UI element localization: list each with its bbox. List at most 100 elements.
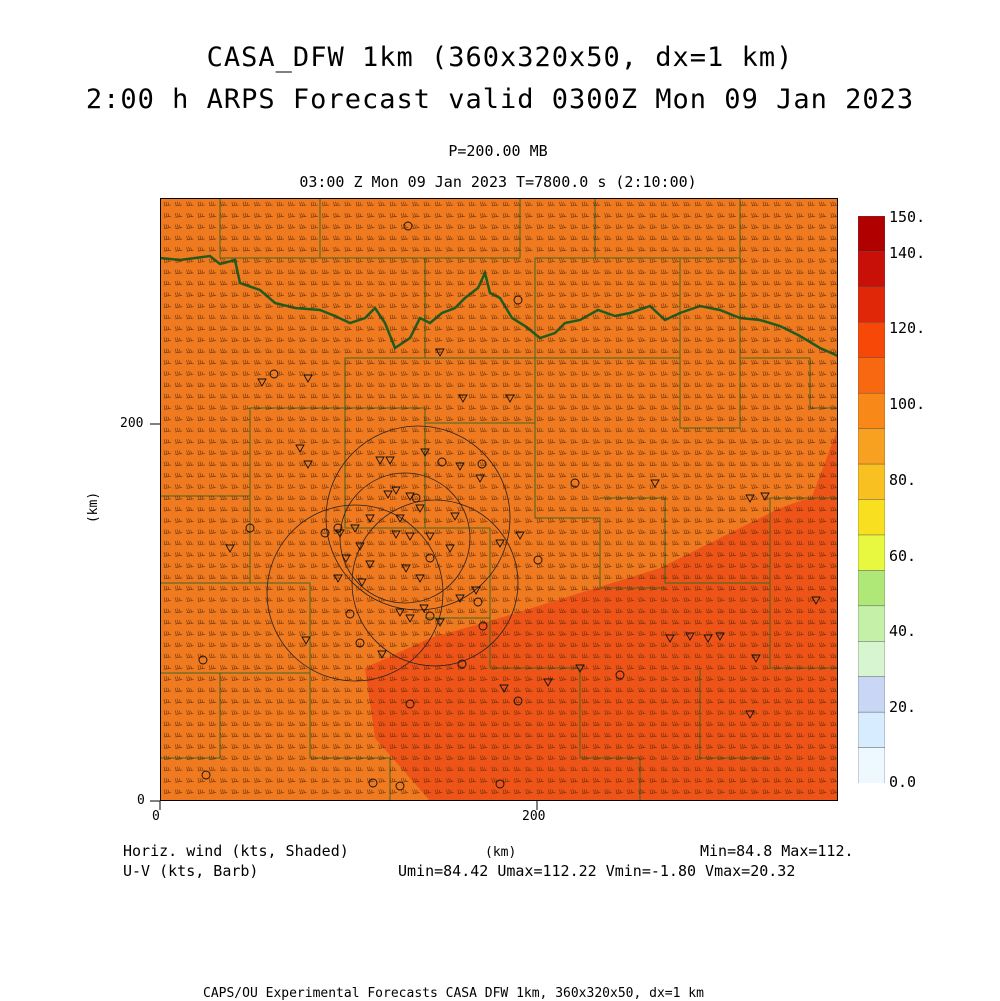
station-triangle xyxy=(495,539,505,548)
station-triangle xyxy=(405,614,415,623)
station-triangle xyxy=(811,596,821,605)
station-circle xyxy=(345,609,355,619)
station-circle xyxy=(411,493,421,503)
high-wind-region-east xyxy=(760,428,838,598)
min-max-label: Min=84.8 Max=112. xyxy=(700,842,854,860)
colorbar-swatch xyxy=(857,570,886,607)
station-circle xyxy=(513,295,523,305)
station-circle xyxy=(201,770,211,780)
station-triangle xyxy=(303,374,313,383)
barb-paths xyxy=(163,201,838,794)
station-triangle xyxy=(475,474,485,483)
station-markers xyxy=(198,221,821,791)
colorbar-swatch xyxy=(857,357,886,394)
radar-ring-n xyxy=(325,425,511,611)
station-triangle xyxy=(301,636,311,645)
colorbar-swatch xyxy=(857,534,886,572)
station-circle xyxy=(437,457,447,467)
station-triangle xyxy=(685,632,695,641)
station-circle xyxy=(198,655,208,665)
station-triangle xyxy=(505,394,515,403)
station-circle xyxy=(405,699,415,709)
wind-barbs xyxy=(163,201,838,794)
station-triangle xyxy=(365,514,375,523)
station-triangle xyxy=(760,492,770,501)
station-triangle xyxy=(391,530,401,539)
station-circle xyxy=(269,369,279,379)
station-triangle xyxy=(575,664,585,673)
colorbar-swatch xyxy=(857,711,886,749)
station-triangle xyxy=(455,594,465,603)
station-triangle xyxy=(420,448,430,457)
station-circle xyxy=(425,611,435,621)
colorbar-swatch xyxy=(857,251,886,288)
plot-frame xyxy=(160,198,838,801)
colorbar-label-100: 100. xyxy=(889,395,926,413)
valid-time-label: 03:00 Z Mon 09 Jan 2023 T=7800.0 s (2:10… xyxy=(299,173,697,191)
station-triangle xyxy=(365,560,375,569)
colorbar-swatch xyxy=(857,747,886,784)
uv-stats-label: Umin=84.42 Umax=112.22 Vmin=-1.80 Vmax=2… xyxy=(398,862,796,880)
colorbar-label-60: 60. xyxy=(889,547,917,565)
station-triangle xyxy=(715,632,725,641)
plot-title-line2: 2:00 h ARPS Forecast valid 0300Z Mon 09 … xyxy=(85,84,915,115)
station-triangle xyxy=(295,444,305,453)
y-tick-label-0: 0 xyxy=(137,793,145,808)
pressure-level-label: P=200.00 MB xyxy=(448,142,548,160)
radar-ring-inner xyxy=(339,472,471,604)
station-circle xyxy=(425,553,435,563)
red-river-boundary xyxy=(159,254,839,358)
station-circle xyxy=(477,459,487,469)
colorbar-swatch xyxy=(857,641,886,678)
station-triangle xyxy=(425,532,435,541)
station-triangle xyxy=(543,678,553,687)
radar-ring-sw xyxy=(266,504,444,682)
colorbar-swatch xyxy=(857,286,886,324)
station-circle xyxy=(478,621,488,631)
footer-credit: CAPS/OU Experimental Forecasts CASA DFW … xyxy=(203,986,704,1001)
station-circle xyxy=(513,696,523,706)
station-triangle xyxy=(341,554,351,563)
station-circle xyxy=(395,781,405,791)
station-circle xyxy=(615,670,625,680)
colorbar-swatch xyxy=(857,322,886,359)
colorbar-label-20: 20. xyxy=(889,698,917,716)
station-triangle xyxy=(415,574,425,583)
x-tick-label-0: 0 xyxy=(152,809,160,824)
station-circle xyxy=(533,555,543,565)
station-circle xyxy=(403,221,413,231)
colorbar xyxy=(857,215,886,784)
station-circle xyxy=(457,659,467,669)
colorbar-label-120: 120. xyxy=(889,319,926,337)
station-triangle xyxy=(458,394,468,403)
station-circle xyxy=(245,523,255,533)
station-triangle xyxy=(357,578,367,587)
y-axis-label: (km) xyxy=(86,491,102,524)
station-triangle xyxy=(665,634,675,643)
station-triangle xyxy=(385,456,395,465)
station-triangle xyxy=(650,479,660,488)
station-triangle xyxy=(745,710,755,719)
station-triangle xyxy=(333,574,343,583)
station-triangle xyxy=(751,654,761,663)
colorbar-label-80: 80. xyxy=(889,471,917,489)
station-triangle xyxy=(401,564,411,573)
colorbar-swatch xyxy=(857,215,886,253)
colorbar-swatch xyxy=(857,463,886,501)
station-triangle xyxy=(450,512,460,521)
station-circle xyxy=(333,523,343,533)
station-triangle xyxy=(745,494,755,503)
station-triangle xyxy=(395,514,405,523)
wind-field-map xyxy=(159,198,839,801)
station-triangle xyxy=(375,456,385,465)
station-triangle xyxy=(703,634,713,643)
station-triangle xyxy=(515,531,525,540)
colorbar-swatch xyxy=(857,392,886,430)
plot-title-line1: CASA_DFW 1km (360x320x50, dx=1 km) xyxy=(206,42,794,73)
colorbar-swatch xyxy=(857,499,886,536)
station-triangle xyxy=(499,684,509,693)
station-triangle xyxy=(377,650,387,659)
station-triangle xyxy=(419,604,429,613)
x-tick-label-200: 200 xyxy=(522,809,546,824)
